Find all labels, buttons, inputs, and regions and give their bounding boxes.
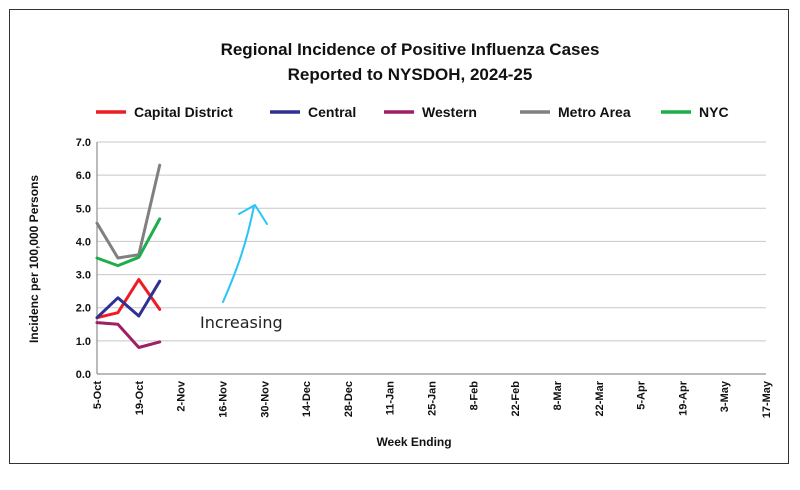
x-axis-title: Week Ending [376,435,451,449]
series-line-nyc [95,217,162,268]
y-tick-label: 3.0 [76,270,91,282]
legend-label: Metro Area [558,104,631,120]
x-tick-label: 25-Jan [427,381,439,416]
series-line-central [95,279,162,320]
chart-frame: Regional Incidence of Positive Influenza… [9,9,789,464]
x-tick-label: 11-Jan [385,381,397,416]
series-lines [95,163,162,349]
x-tick-label: 17-May [761,380,773,418]
y-axis-title: Incidenc per 100,000 Persons [27,175,41,343]
x-tick-label: 30-Nov [259,380,271,418]
series-line-metro-area [95,163,162,260]
x-tick-label: 19-Oct [134,381,146,416]
annotation: Increasing [200,204,283,332]
legend-label: Capital District [134,104,233,120]
y-tick-label: 7.0 [76,137,91,149]
x-tick-label: 8-Feb [468,381,480,411]
series-line-western [95,321,162,349]
chart-title-line2: Reported to NYSDOH, 2024-25 [288,65,533,84]
y-tick-label: 1.0 [76,336,91,348]
annotation-arrow [222,205,255,303]
chart-title-line1: Regional Incidence of Positive Influenza… [221,40,600,59]
legend: Capital District Central Western Metro Area… [96,104,729,120]
chart-svg: Regional Incidence of Positive Influenza… [27,40,773,449]
x-tick-label: 14-Dec [301,381,313,417]
x-tick-label: 19-Apr [677,380,689,416]
x-tick-label: 3-May [719,380,731,412]
legend-label: NYC [699,104,729,120]
y-tick-label: 6.0 [76,170,91,182]
y-tick-label: 5.0 [76,203,91,215]
annotation-text: Increasing [200,313,283,332]
y-tick-label: 2.0 [76,303,91,315]
x-tick-label: 8-Mar [552,380,564,410]
x-tick-label: 22-Mar [594,380,606,416]
x-tick-label: 5-Oct [92,381,104,409]
x-axis-ticks: 5-Oct 19-Oct 2-Nov 16-Nov 30-Nov 14-Dec 28-Dec… [92,380,773,418]
y-axis-ticks: 0.0 1.0 2.0 3.0 4.0 5.0 6.0 7.0 [76,137,91,381]
x-tick-label: 5-Apr [636,380,648,409]
x-tick-label: 28-Dec [343,381,355,417]
y-tick-label: 0.0 [76,369,91,381]
series-line-capital-district [95,278,162,320]
y-tick-label: 4.0 [76,236,91,248]
x-tick-label: 22-Feb [510,381,522,417]
legend-label: Central [308,104,356,120]
x-tick-label: 16-Nov [217,380,229,418]
legend-label: Western [422,104,477,120]
x-tick-label: 2-Nov [176,380,188,411]
annotation-arrowhead [238,204,268,225]
gridlines [96,141,766,375]
